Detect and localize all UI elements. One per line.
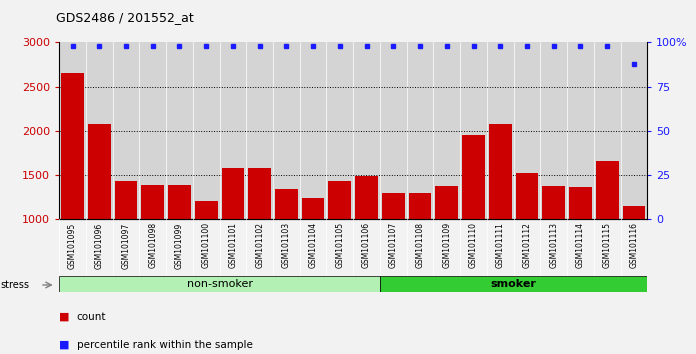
Text: ■: ■ [59,340,70,350]
Text: GSM101113: GSM101113 [549,222,558,268]
Bar [409,193,432,219]
Text: GDS2486 / 201552_at: GDS2486 / 201552_at [56,11,193,24]
Text: stress: stress [0,280,29,290]
Text: GSM101103: GSM101103 [282,222,291,268]
Text: GSM101101: GSM101101 [228,222,237,268]
Text: GSM101099: GSM101099 [175,222,184,269]
Bar [302,198,324,219]
Text: ■: ■ [59,312,70,321]
Text: GSM101109: GSM101109 [442,222,451,268]
Bar [195,201,218,219]
Bar [462,135,485,219]
Text: GSM101114: GSM101114 [576,222,585,268]
Text: smoker: smoker [491,279,537,289]
Text: GSM101107: GSM101107 [389,222,398,268]
Bar [436,186,458,219]
Bar [622,206,645,219]
Text: count: count [77,312,106,321]
Bar [382,193,404,219]
Bar [516,173,538,219]
Bar [61,74,84,219]
Text: GSM101105: GSM101105 [335,222,345,268]
Bar [569,187,592,219]
Text: GSM101096: GSM101096 [95,222,104,269]
Bar [221,168,244,219]
Text: GSM101100: GSM101100 [202,222,211,268]
Text: GSM101095: GSM101095 [68,222,77,269]
Text: GSM101106: GSM101106 [362,222,371,268]
Bar [275,188,298,219]
Text: GSM101110: GSM101110 [469,222,478,268]
Text: GSM101112: GSM101112 [523,222,532,268]
Text: GSM101108: GSM101108 [416,222,425,268]
Text: GSM101102: GSM101102 [255,222,264,268]
Text: GSM101104: GSM101104 [308,222,317,268]
Text: GSM101116: GSM101116 [629,222,638,268]
Bar [141,185,164,219]
Bar [88,124,111,219]
Text: GSM101115: GSM101115 [603,222,612,268]
Bar [248,168,271,219]
Text: percentile rank within the sample: percentile rank within the sample [77,340,253,350]
Bar [59,276,380,292]
Bar [489,124,512,219]
Bar [380,276,647,292]
Bar [168,185,191,219]
Bar [115,181,137,219]
Bar [355,176,378,219]
Bar [542,186,565,219]
Text: GSM101097: GSM101097 [122,222,130,269]
Bar [329,181,351,219]
Bar [596,161,619,219]
Text: non-smoker: non-smoker [187,279,253,289]
Text: GSM101111: GSM101111 [496,222,505,268]
Text: GSM101098: GSM101098 [148,222,157,268]
